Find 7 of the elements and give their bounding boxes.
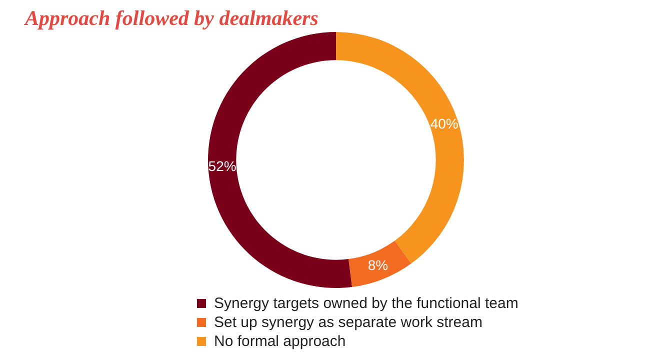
legend-label: Synergy targets owned by the functional team: [214, 294, 518, 313]
data-label: 52%: [208, 158, 236, 174]
chart-title: Approach followed by dealmakers: [25, 6, 318, 31]
legend-label: No formal approach: [214, 332, 346, 351]
legend-label: Set up synergy as separate work stream: [214, 313, 482, 332]
data-label: 8%: [368, 256, 388, 273]
data-label: 40%: [430, 116, 458, 132]
